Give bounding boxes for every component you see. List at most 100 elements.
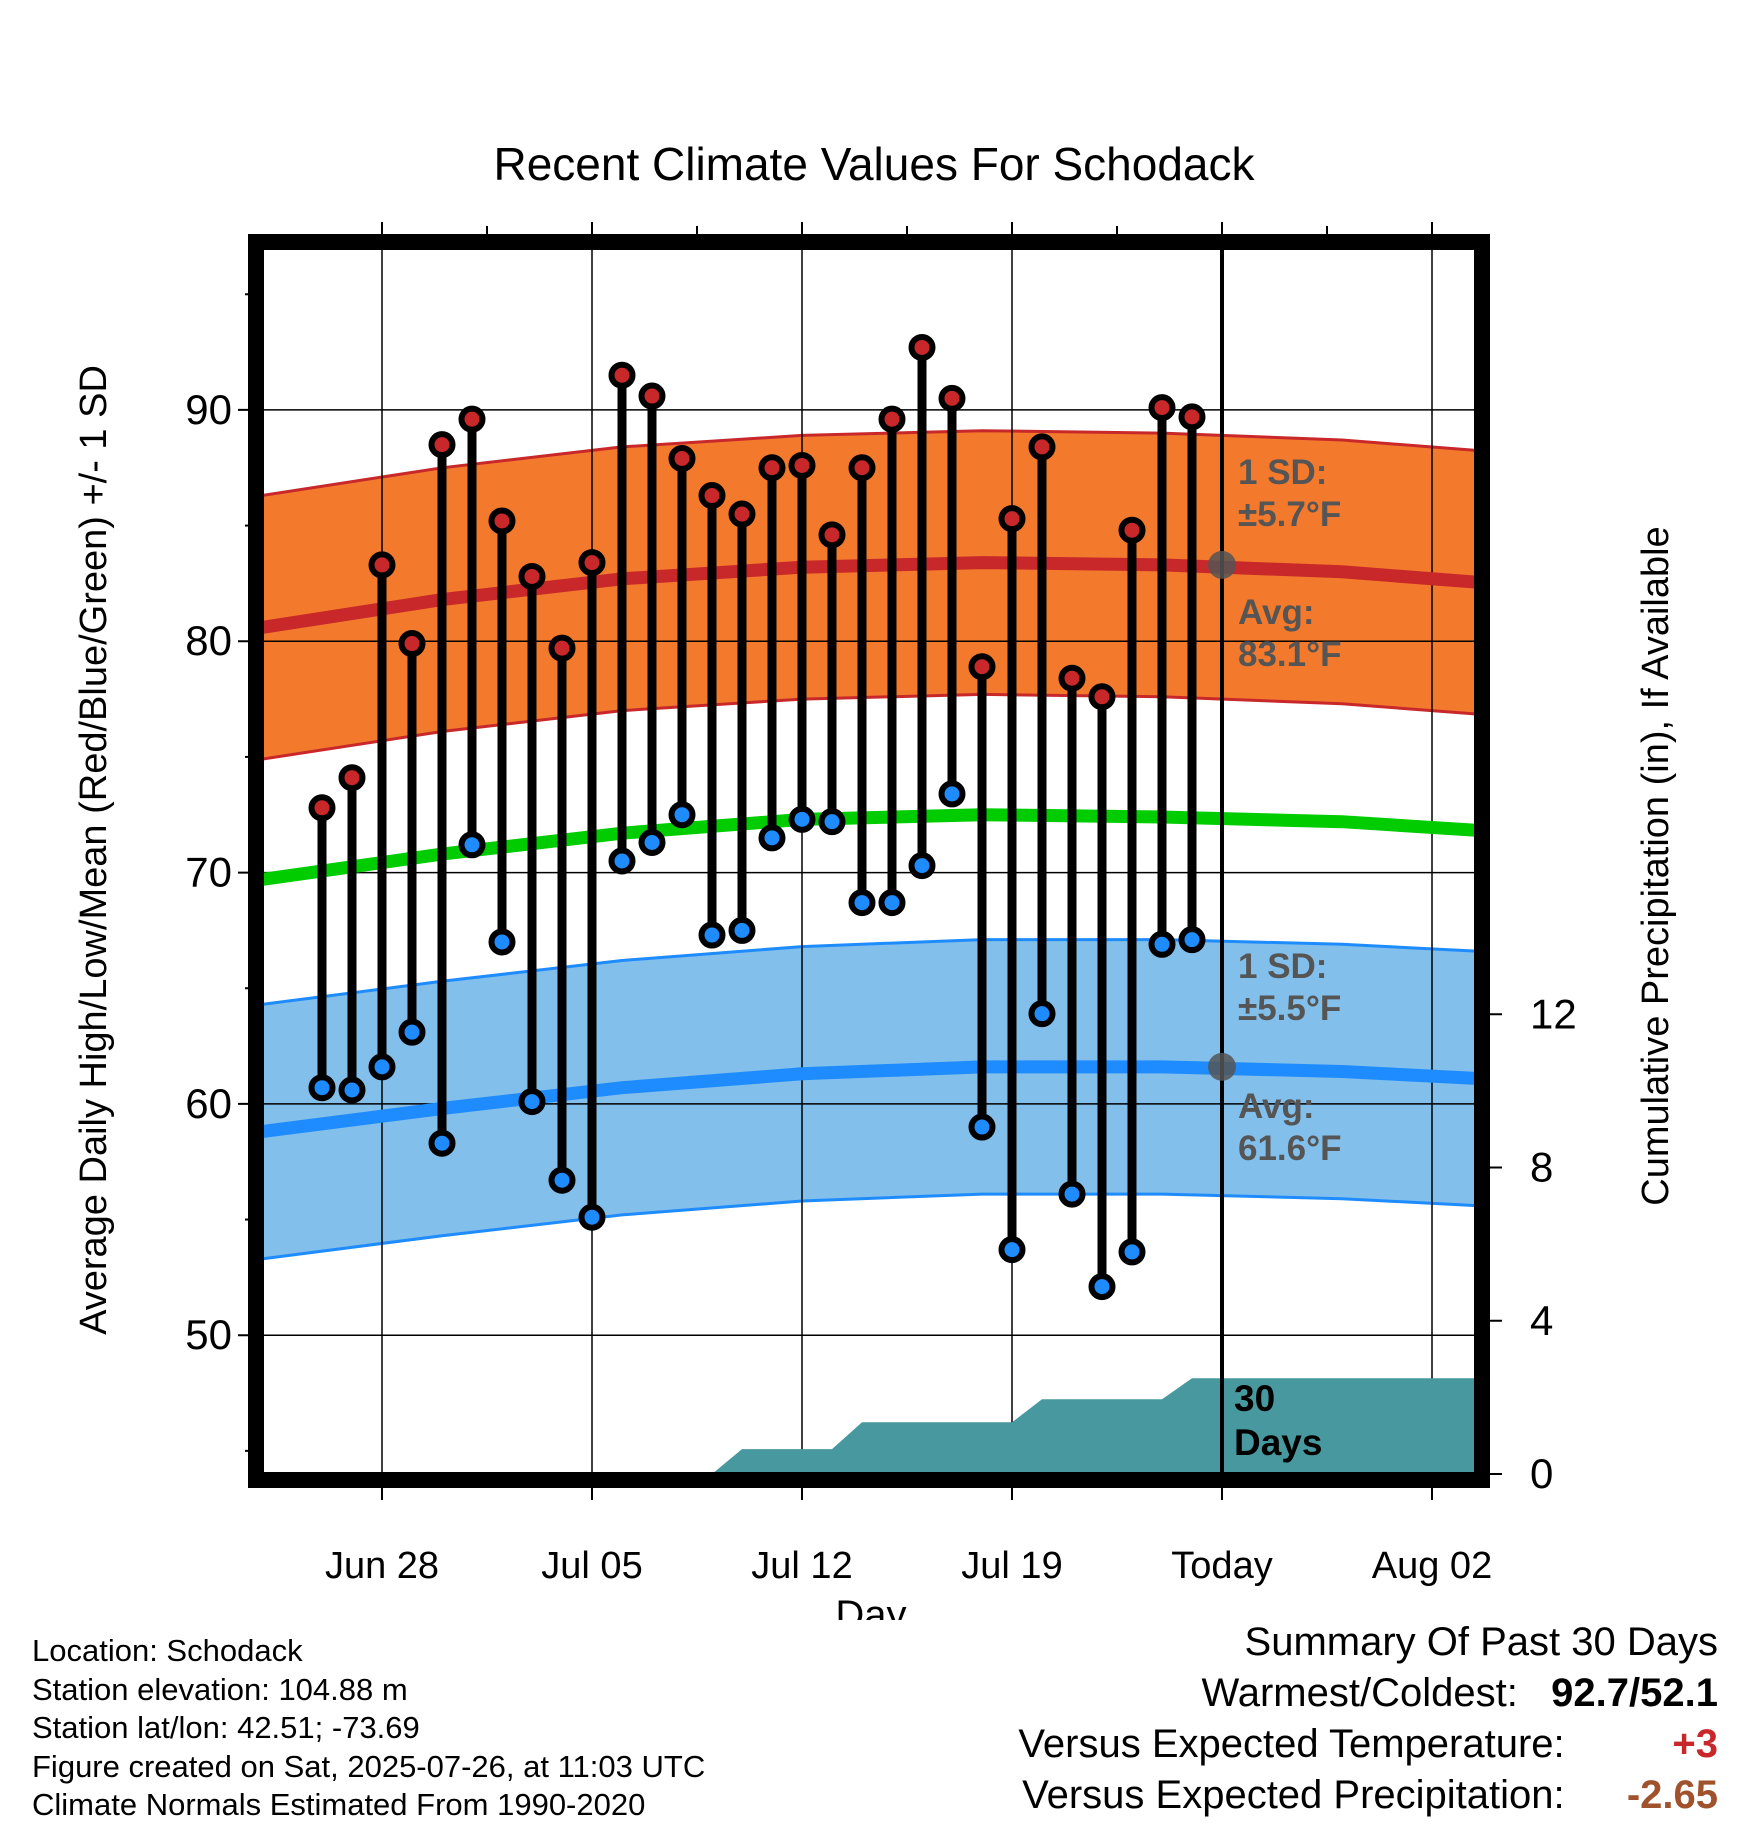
daily-high-point (668, 445, 696, 473)
y-tick-label: 90 (185, 386, 232, 433)
daily-high-point (338, 764, 366, 792)
daily-low-point (728, 916, 756, 944)
location-text: Location: Schodack (32, 1633, 303, 1668)
low-normal-line (262, 1060, 1476, 1139)
daily-low-point (368, 1053, 396, 1081)
daily-low-point (968, 1113, 996, 1141)
daily-high-point (578, 549, 606, 577)
plot-frame (248, 234, 1490, 1488)
warm-cold-label: Warmest/Coldest: (1201, 1671, 1518, 1715)
daily-high-point (1118, 516, 1146, 544)
precip-value: -2.65 (1626, 1773, 1718, 1817)
y2-tick-label: 8 (1530, 1144, 1553, 1191)
x-tick-label: Today (1171, 1545, 1272, 1587)
daily-high-point (428, 431, 456, 459)
daily-low-point (1118, 1238, 1146, 1266)
high-avg-label: Avg: (1238, 593, 1314, 632)
y-tick-label: 80 (185, 617, 232, 664)
daily-low-point (878, 889, 906, 917)
daily-high-point (998, 505, 1026, 533)
daily-low-point (308, 1074, 336, 1102)
chart-title: Recent Climate Values For Schodack (493, 138, 1255, 190)
daily-low-point (758, 824, 786, 852)
warm-cold-value: 92.7/52.1 (1551, 1671, 1718, 1715)
daily-low-point (548, 1166, 576, 1194)
summary-panel: Summary Of Past 30 Days Warmest/Coldest:… (1018, 1617, 1718, 1821)
daily-high-point (848, 454, 876, 482)
daily-high-point (1178, 403, 1206, 431)
high-avg-value: 83.1°F (1238, 635, 1342, 674)
daily-high-point (518, 562, 546, 590)
daily-high-point (368, 551, 396, 579)
warm-cold-row: Warmest/Coldest: 92.7/52.1 (1018, 1668, 1718, 1719)
daily-low-point (908, 852, 936, 880)
daily-low-point (698, 921, 726, 949)
climate-chart: Recent Climate Values For Schodack 1 SD:… (73, 138, 1677, 1620)
latlon-text: Station lat/lon: 42.51; -73.69 (32, 1710, 420, 1745)
precip-area (712, 1378, 1476, 1474)
daily-low-point (398, 1018, 426, 1046)
daily-low-point (578, 1203, 606, 1231)
daily-high-point (818, 521, 846, 549)
normals-text: Climate Normals Estimated From 1990-2020 (32, 1787, 646, 1822)
daily-low-point (1148, 930, 1176, 958)
daily-high-point (698, 482, 726, 510)
daily-low-point (608, 847, 636, 875)
temp-row: Versus Expected Temperature: +3 (1018, 1719, 1718, 1770)
daily-low-point (668, 801, 696, 829)
low-sd-band-lower (262, 1192, 1476, 1261)
daily-high-point (788, 451, 816, 479)
days-label-number: 30 (1234, 1378, 1275, 1419)
daily-high-point (308, 794, 336, 822)
elevation-text: Station elevation: 104.88 m (32, 1671, 408, 1707)
daily-low-point (1178, 926, 1206, 954)
y2-axis-label: Cumulative Precipitation (in), If Availa… (1635, 526, 1677, 1205)
daily-low-point (338, 1076, 366, 1104)
daily-low-point (938, 780, 966, 808)
daily-low-point (848, 889, 876, 917)
daily-high-point (968, 653, 996, 681)
daily-low-point (428, 1129, 456, 1157)
x-axis-label: Day (835, 1593, 906, 1620)
x-tick-label: Jun 28 (325, 1545, 439, 1587)
low-sd-label: 1 SD: (1238, 947, 1327, 986)
y2-tick-label: 0 (1530, 1450, 1553, 1497)
y-tick-label: 70 (185, 849, 232, 896)
daily-low-point (518, 1088, 546, 1116)
daily-high-point (758, 454, 786, 482)
low-sd-value: ±5.5°F (1238, 989, 1341, 1028)
x-tick-label: Jul 19 (961, 1545, 1062, 1587)
daily-high-point (458, 405, 486, 433)
daily-high-point (398, 630, 426, 658)
x-tick-label: Aug 02 (1372, 1545, 1492, 1587)
y-tick-label: 50 (185, 1311, 232, 1358)
y2-tick-label: 4 (1530, 1297, 1553, 1344)
today-high-normal-marker (1208, 550, 1236, 579)
daily-low-point (1028, 1000, 1056, 1028)
high-sd-value: ±5.7°F (1238, 495, 1341, 534)
daily-high-point (1058, 664, 1086, 692)
daily-high-point (1028, 433, 1056, 461)
low-avg-value: 61.6°F (1238, 1129, 1342, 1168)
daily-high-point (878, 405, 906, 433)
low-sd-band (262, 939, 1476, 1259)
daily-high-point (1088, 683, 1116, 711)
precip-row: Versus Expected Precipitation: -2.65 (1018, 1770, 1718, 1821)
daily-high-point (548, 634, 576, 662)
daily-high-point (728, 500, 756, 528)
daily-high-point (908, 333, 936, 361)
high-sd-label: 1 SD: (1238, 453, 1327, 492)
low-avg-label: Avg: (1238, 1087, 1314, 1126)
precip-label: Versus Expected Precipitation: (1022, 1773, 1565, 1817)
daily-stems (308, 333, 1206, 1301)
days-label-text: Days (1234, 1422, 1322, 1463)
daily-low-point (1058, 1180, 1086, 1208)
daily-low-point (488, 928, 516, 956)
temp-value: +3 (1672, 1722, 1718, 1766)
y2-tick-label: 12 (1530, 990, 1577, 1037)
summary-title: Summary Of Past 30 Days (1244, 1620, 1718, 1664)
daily-high-point (488, 507, 516, 535)
today-low-normal-marker (1208, 1052, 1236, 1081)
created-text: Figure created on Sat, 2025-07-26, at 11… (32, 1748, 706, 1784)
